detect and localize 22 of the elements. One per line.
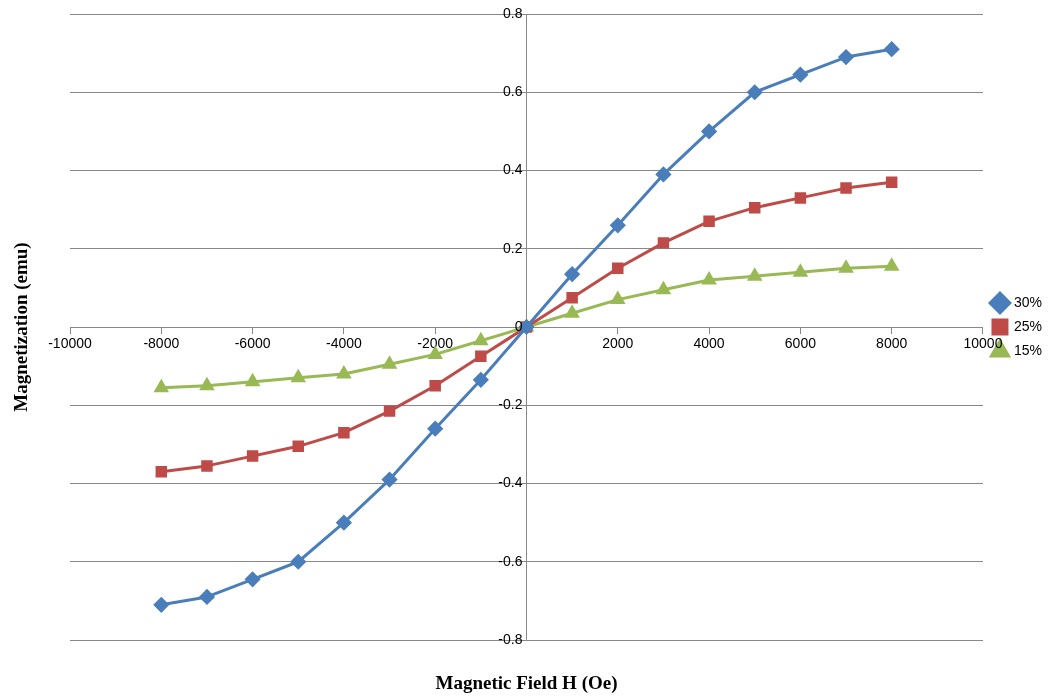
x-tick-label: -6000 [234,335,271,352]
x-tick-label: -10000 [48,335,93,352]
y-axis-title: Magnetization (emu) [9,242,32,412]
x-tick-label: 2000 [602,335,634,352]
x-tick-label: -4000 [325,335,363,352]
y-tick-label: 0.6 [503,83,523,100]
y-tick-label: 0.2 [503,239,523,256]
legend-label: 30% [1013,293,1043,310]
y-tick-label: -0.4 [498,474,523,491]
x-tick-label: 4000 [693,335,725,352]
y-tick-label: -0.6 [498,552,523,569]
y-tick-label: 0.8 [503,4,523,21]
x-tick-label: -2000 [417,335,454,352]
x-tick-label: 8000 [876,335,908,352]
x-tick-label: -8000 [143,335,180,352]
y-tick-label: -0.8 [498,630,523,647]
legend-label: 25% [1013,317,1043,334]
legend-label: 15% [1013,341,1043,358]
x-axis-title: Magnetic Field H (Oe) [435,672,618,695]
y-tick-label: 0.4 [503,161,523,178]
x-tick-label: 6000 [784,335,817,352]
y-tick-label: -0.2 [498,396,523,413]
